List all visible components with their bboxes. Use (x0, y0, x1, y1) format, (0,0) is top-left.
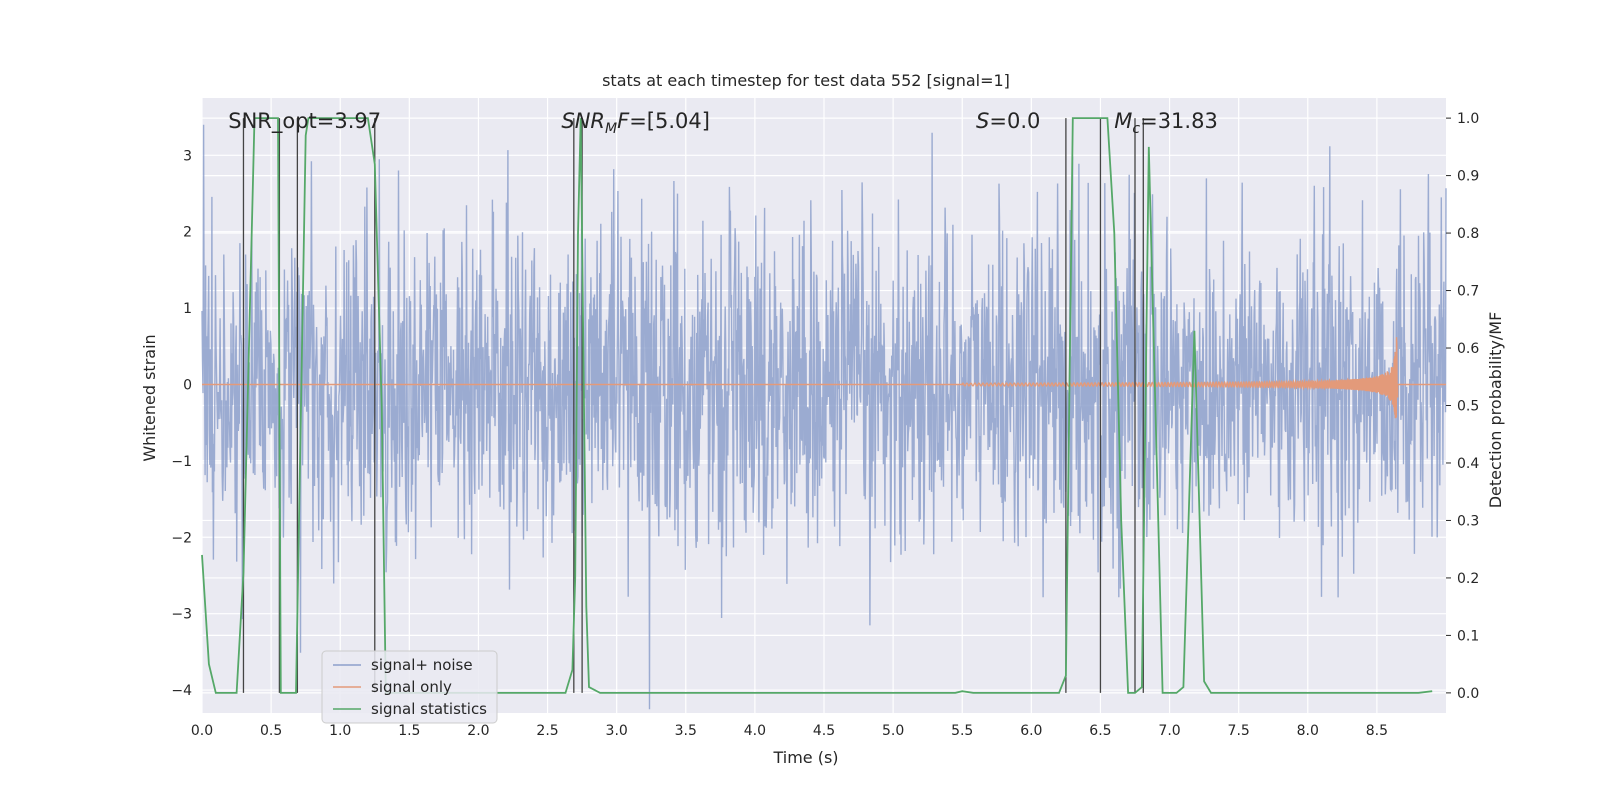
legend-box (321, 650, 498, 724)
x-tick-label: 2.5 (536, 723, 558, 739)
right-y-tick-label: 0.8 (1457, 226, 1479, 242)
right-y-axis-label: Detection probability/MF (1486, 312, 1505, 509)
right-y-tick-label: 0.6 (1457, 341, 1479, 357)
y-tick-label: 0 (183, 377, 192, 393)
right-y-tick-label: 0.1 (1457, 628, 1479, 644)
legend-label-signal-only: signal only (371, 678, 452, 696)
x-tick-label: 3.5 (675, 723, 697, 739)
right-y-axis-ticks: 0.0 0.1 0.2 0.3 0.4 0.5 0.6 0.7 0.8 0.9 1.0 (1446, 111, 1479, 702)
signal-noise-line (201, 124, 1447, 710)
x-tick-label: 2.0 (467, 723, 489, 739)
x-tick-label: 3.0 (606, 723, 628, 739)
annotation-part: F (617, 109, 630, 133)
vertical-markers (242, 118, 1144, 693)
right-y-tick-label: 0.0 (1457, 686, 1479, 702)
x-tick-label: 5.0 (882, 723, 904, 739)
annotation-s: S=0.0 (976, 109, 1040, 133)
right-y-tick-label: 0.7 (1457, 284, 1479, 300)
right-y-tick-label: 0.4 (1457, 456, 1479, 472)
x-tick-label: 1.5 (398, 723, 420, 739)
x-tick-label: 7.0 (1158, 723, 1180, 739)
annotations: SNR_opt=3.97 SNRMF=[5.04] S=0.0 Mc=31.83 (228, 109, 1218, 137)
x-tick-label: 4.5 (813, 723, 835, 739)
annotation-part: M (1114, 109, 1132, 133)
x-tick-label: 8.5 (1366, 723, 1388, 739)
annotation-snr-mf: SNRMF=[5.04] (561, 109, 710, 137)
x-tick-label: 7.5 (1228, 723, 1250, 739)
annotation-snr-opt: SNR_opt=3.97 (228, 109, 381, 134)
x-tick-label: 4.0 (744, 723, 766, 739)
x-tick-label: 5.5 (951, 723, 973, 739)
legend-label-signal-statistics: signal statistics (371, 700, 487, 718)
legend-label-signal-noise: signal+ noise (371, 656, 473, 674)
x-axis-ticks: 0.0 0.5 1.0 1.5 2.0 2.5 3.0 3.5 4.0 4.5 5.0 5.5 6.0 6… (191, 723, 1388, 739)
x-tick-label: 6.0 (1020, 723, 1042, 739)
y-tick-label: −2 (171, 530, 192, 546)
y-tick-label: 2 (183, 225, 192, 241)
annotation-part: c (1132, 121, 1140, 137)
y-tick-label: 1 (183, 301, 192, 317)
right-y-tick-label: 1.0 (1457, 111, 1479, 127)
y-tick-label: −3 (171, 607, 192, 623)
annotation-part: M (605, 121, 617, 137)
signal-statistics-line (201, 117, 1433, 694)
x-tick-label: 6.5 (1089, 723, 1111, 739)
legend: signal+ noise signal only signal statist… (321, 650, 498, 724)
annotation-part: =0.0 (989, 109, 1040, 133)
x-tick-label: 0.0 (191, 723, 213, 739)
right-y-tick-label: 0.2 (1457, 571, 1479, 587)
right-y-tick-label: 0.9 (1457, 169, 1479, 185)
y-tick-label: −4 (171, 683, 192, 699)
signal-statistics-series (201, 117, 1433, 694)
annotation-part: =31.83 (1140, 109, 1218, 133)
x-tick-label: 1.0 (329, 723, 351, 739)
signal-only-line (202, 337, 1446, 419)
annotation-part: =[5.04] (629, 109, 710, 133)
signal-only-series (202, 337, 1446, 419)
signal-noise-series (201, 124, 1447, 710)
annotation-part: SNR (561, 109, 605, 133)
y-tick-label: −1 (171, 454, 192, 470)
chart-title: stats at each timestep for test data 552… (602, 71, 1010, 90)
x-axis-label: Time (s) (772, 748, 838, 767)
y-axis-ticks: −4 −3 −2 −1 0 1 2 3 (171, 148, 192, 699)
x-tick-label: 8.0 (1297, 723, 1319, 739)
annotation-part: S (976, 109, 989, 133)
annotation-part: SNR_opt=3.97 (228, 109, 381, 134)
y-axis-label: Whitened strain (140, 334, 159, 461)
annotation-mc: Mc=31.83 (1114, 109, 1218, 137)
right-y-tick-label: 0.3 (1457, 513, 1479, 529)
right-y-tick-label: 0.5 (1457, 399, 1479, 415)
x-tick-label: 0.5 (260, 723, 282, 739)
y-tick-label: 3 (183, 148, 192, 164)
